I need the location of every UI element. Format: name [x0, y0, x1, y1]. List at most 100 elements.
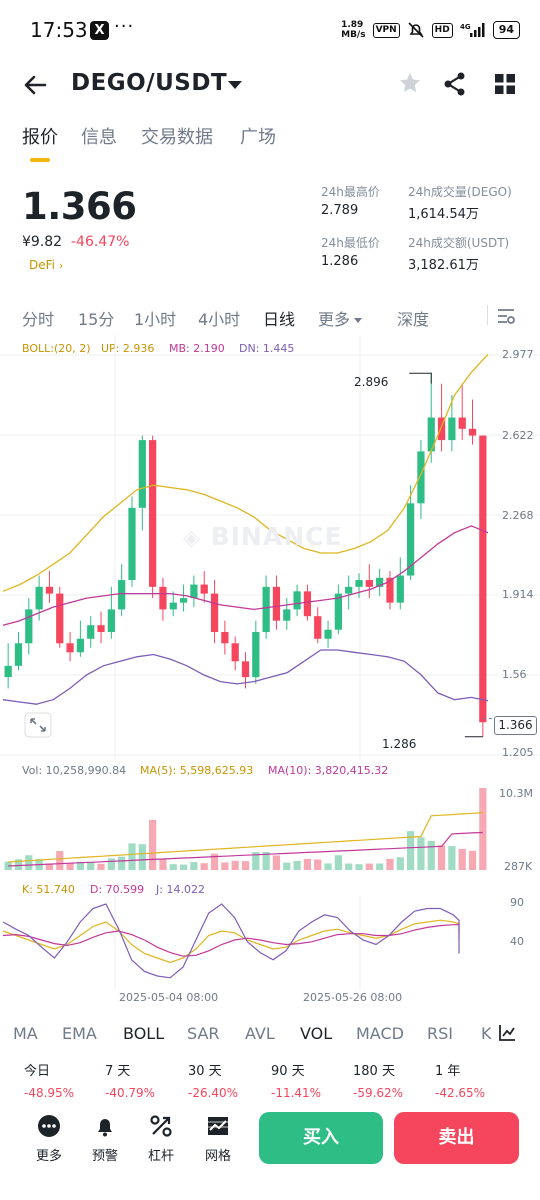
ind-tab-avl[interactable]: AVL: [245, 1024, 275, 1043]
candle-body: [169, 602, 177, 610]
candle-body: [45, 586, 54, 594]
more-caret-icon: [354, 318, 363, 323]
candle-body: [283, 609, 291, 621]
ind-tab-k[interactable]: K: [481, 1024, 492, 1043]
layout-grid-icon[interactable]: [494, 73, 516, 95]
volume-bar: [4, 861, 12, 870]
period-7d: 7 天 -40.79%: [105, 1064, 156, 1098]
candle-body: [355, 580, 363, 587]
tf-daily[interactable]: 日线: [263, 310, 296, 329]
volume-bar: [56, 851, 64, 870]
volume-bar: [303, 858, 312, 870]
candle-body: [159, 586, 167, 610]
ind-tab-macd[interactable]: MACD: [356, 1024, 404, 1043]
share-icon[interactable]: [442, 71, 468, 97]
sell-button[interactable]: 卖出: [394, 1112, 519, 1164]
ind-tab-sar[interactable]: SAR: [187, 1024, 220, 1043]
back-arrow-icon[interactable]: [20, 70, 50, 100]
candle-body: [200, 584, 208, 594]
volume-bar: [272, 855, 281, 870]
x-date-label: 2025-05-26 08:00: [303, 991, 403, 1004]
volume-bar: [169, 864, 177, 870]
volume-bar: [437, 845, 446, 870]
tf-depth[interactable]: 深度: [397, 310, 430, 329]
volume-bar: [396, 857, 404, 870]
more-dots-icon: [38, 1115, 60, 1137]
tf-more[interactable]: 更多: [318, 306, 363, 330]
kdj-tick-90: 90: [510, 896, 524, 909]
candle-body: [25, 609, 33, 644]
candlestick-chart[interactable]: [0, 335, 540, 760]
more-notifications-icon: ···: [114, 16, 135, 37]
candle-body: [468, 428, 477, 436]
candle-body: [221, 631, 229, 644]
volume-bar: [479, 788, 487, 870]
favorite-star-icon[interactable]: [398, 71, 422, 95]
action-leverage[interactable]: 杠杆: [136, 1114, 186, 1164]
kdj-d-label: D: 70.599: [90, 883, 145, 896]
kdj-tick-40: 40: [510, 935, 524, 948]
ind-tab-rsi[interactable]: RSI: [427, 1024, 453, 1043]
pair-dropdown-icon[interactable]: [228, 81, 242, 89]
cny-price: ¥9.82: [22, 234, 63, 250]
boll-upper-line: [2, 353, 489, 592]
indicator-settings-icon[interactable]: [497, 1023, 517, 1043]
volume-bar: [355, 864, 363, 870]
boll-up-value: UP: 2.936: [101, 342, 155, 355]
action-more[interactable]: 更多: [24, 1114, 74, 1164]
chart-settings-icon[interactable]: [496, 306, 516, 326]
tf-divider: [487, 305, 488, 325]
tf-15m[interactable]: 15分: [78, 310, 115, 329]
candle-body: [365, 580, 373, 587]
candle-body: [427, 417, 435, 452]
candle-body: [4, 665, 12, 678]
candle-body: [272, 586, 281, 621]
candle-body: [417, 451, 425, 504]
candle-body: [149, 440, 157, 587]
kdj-k-line: [2, 919, 460, 964]
action-alert[interactable]: 预警: [80, 1114, 130, 1164]
fullscreen-icon[interactable]: [24, 712, 52, 738]
candle-body: [179, 598, 188, 603]
amount-label: 24h成交额(USDT): [408, 236, 510, 250]
candle-body: [190, 584, 198, 599]
vol-tick-bottom: 287K: [504, 860, 533, 873]
tf-4h[interactable]: 4小时: [198, 310, 241, 329]
volume-bar: [365, 863, 373, 870]
tab-square[interactable]: 广场: [240, 127, 276, 148]
high-marker-line: [409, 372, 432, 384]
ind-tab-ma[interactable]: MA: [13, 1024, 38, 1043]
ind-tab-vol[interactable]: VOL: [300, 1024, 333, 1043]
volume-bar: [314, 859, 322, 870]
vol-tick-top: 10.3M: [499, 787, 533, 800]
signal-icon: 4G: [460, 23, 485, 37]
volume-bar: [76, 861, 85, 870]
category-tag[interactable]: DeFi ›: [29, 258, 63, 272]
ind-tab-ema[interactable]: EMA: [62, 1024, 97, 1043]
tab-info[interactable]: 信息: [81, 127, 117, 148]
candle-body: [97, 625, 105, 632]
boll-middle-line: [2, 525, 489, 626]
y-tick: 1.56: [502, 668, 527, 681]
svg-text:4G: 4G: [460, 23, 471, 31]
volume-bar: [427, 840, 435, 870]
low-marker: 1.286: [382, 737, 417, 751]
low-label: 24h最低价: [321, 236, 380, 250]
tf-timeline[interactable]: 分时: [22, 310, 55, 329]
candle-body: [14, 643, 23, 666]
volume-bar: [376, 863, 384, 870]
candle-body: [386, 577, 394, 603]
candle-body: [406, 503, 415, 576]
ind-tab-boll[interactable]: BOLL: [123, 1024, 165, 1043]
tab-trading-data[interactable]: 交易数据: [141, 127, 213, 148]
volume-bar: [262, 852, 270, 870]
candle-body: [479, 435, 487, 723]
tab-quote[interactable]: 报价: [22, 127, 58, 148]
action-grid[interactable]: 网格: [193, 1114, 243, 1164]
tf-1h[interactable]: 1小时: [134, 310, 177, 329]
buy-button[interactable]: 买入: [259, 1112, 383, 1164]
pair-title[interactable]: DEGO/USDT: [71, 70, 228, 96]
tf-more-label: 更多: [318, 310, 351, 329]
candle-body: [241, 661, 250, 678]
boll-mb-value: MB: 2.190: [169, 342, 225, 355]
